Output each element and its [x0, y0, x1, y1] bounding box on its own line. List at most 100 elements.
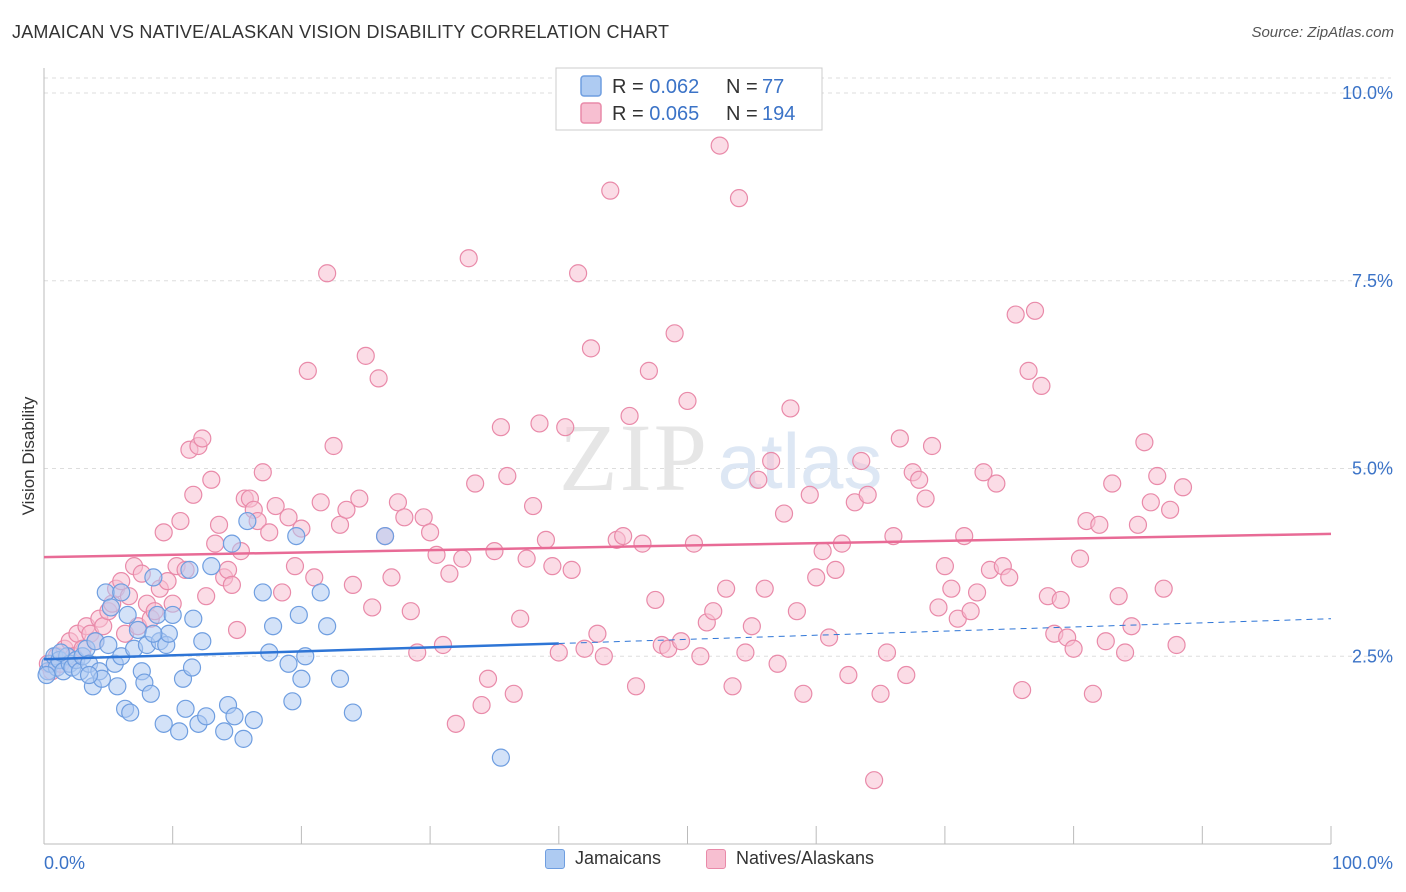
jamaican-point — [238, 511, 257, 531]
jamaican-point — [176, 699, 195, 718]
native-point — [916, 489, 935, 508]
jamaican-point — [101, 598, 121, 617]
native-point — [755, 579, 774, 598]
native-point — [184, 485, 203, 504]
native-point — [581, 339, 601, 358]
jamaican-point — [287, 526, 306, 546]
native-point — [401, 602, 420, 621]
native-point — [206, 534, 225, 553]
native-point — [478, 669, 498, 688]
jamaican-point — [279, 654, 298, 673]
native-point — [569, 264, 588, 283]
native-point — [794, 684, 813, 703]
native-point — [421, 523, 440, 542]
jamaican-point — [99, 635, 118, 655]
native-point — [1083, 684, 1103, 703]
y-tick-label: 5.0% — [1352, 459, 1393, 479]
native-point — [1167, 635, 1186, 655]
native-point — [742, 617, 761, 636]
native-point — [684, 534, 704, 553]
native-point — [890, 429, 909, 448]
native-point — [1173, 478, 1193, 497]
native-point — [922, 436, 942, 456]
native-point — [762, 451, 781, 471]
jamaican-point — [79, 665, 99, 685]
jamaican-point — [182, 658, 202, 677]
native-point — [556, 418, 575, 437]
jamaican-point — [263, 617, 283, 636]
jamaican-point — [253, 583, 272, 602]
native-point — [967, 583, 987, 602]
native-point — [498, 466, 517, 486]
native-point — [562, 560, 581, 579]
native-trend-line — [43, 532, 1332, 559]
native-point — [272, 583, 292, 602]
native-point — [813, 542, 832, 561]
jamaican-point — [96, 583, 115, 602]
native-point — [646, 590, 665, 610]
jamaican-point — [163, 605, 182, 625]
native-point — [266, 496, 285, 516]
native-point — [839, 665, 858, 685]
native-point — [858, 485, 877, 504]
legend-swatch-natives — [706, 848, 726, 869]
native-point — [1070, 549, 1090, 568]
native-point — [897, 665, 916, 685]
native-point — [222, 575, 242, 595]
native-point — [324, 436, 343, 456]
native-point — [1013, 680, 1032, 700]
native-point — [807, 568, 826, 587]
native-point — [1090, 515, 1109, 534]
jamaican-point — [318, 617, 337, 636]
native-point — [343, 575, 362, 595]
native-point — [1154, 579, 1173, 598]
legend-label-jamaicans: Jamaicans — [575, 848, 662, 868]
native-point — [543, 557, 562, 576]
native-point — [865, 771, 884, 790]
native-point — [717, 579, 736, 598]
native-point — [305, 568, 324, 587]
native-point — [350, 489, 369, 508]
jamaican-point — [128, 620, 148, 640]
jamaican-point — [215, 722, 234, 741]
jamaican-point — [283, 692, 302, 711]
native-point — [388, 493, 408, 512]
native-point — [671, 632, 691, 651]
native-point — [311, 493, 330, 512]
jamaican-point — [289, 605, 308, 625]
native-point — [154, 523, 173, 542]
native-point — [729, 189, 749, 208]
jamaican-point — [112, 583, 131, 602]
native-point — [678, 391, 697, 411]
native-point — [337, 500, 356, 519]
legend-stat-pink: R = 0.065 N = 194 — [612, 103, 795, 125]
top-legend: R = 0.062 N = 77 R = 0.065 N = 194 — [555, 67, 823, 131]
native-point — [395, 508, 414, 527]
legend-item-jamaicans[interactable]: Jamaicans — [545, 848, 661, 869]
native-point — [511, 609, 530, 628]
chart-title: JAMAICAN VS NATIVE/ALASKAN VISION DISABI… — [12, 22, 670, 42]
jamaican-point — [51, 643, 70, 662]
jamaican-point — [202, 557, 221, 576]
native-point — [466, 474, 485, 493]
jamaican-point — [144, 624, 163, 643]
jamaican-point — [491, 748, 510, 767]
native-point — [197, 587, 216, 606]
native-point — [171, 511, 190, 531]
native-point — [736, 643, 755, 662]
native-point — [614, 526, 633, 546]
native-point — [955, 526, 974, 546]
native-point — [363, 598, 382, 617]
native-point — [485, 542, 504, 561]
legend-item-natives[interactable]: Natives/Alaskans — [706, 848, 874, 869]
native-point — [491, 418, 510, 437]
native-point — [1161, 500, 1180, 519]
native-point — [1019, 361, 1038, 380]
jamaican-point — [225, 707, 244, 726]
native-point — [253, 463, 272, 482]
y-tick-label: 2.5% — [1352, 646, 1393, 666]
native-point — [1128, 515, 1148, 534]
native-point — [279, 508, 298, 527]
native-point — [549, 643, 568, 662]
